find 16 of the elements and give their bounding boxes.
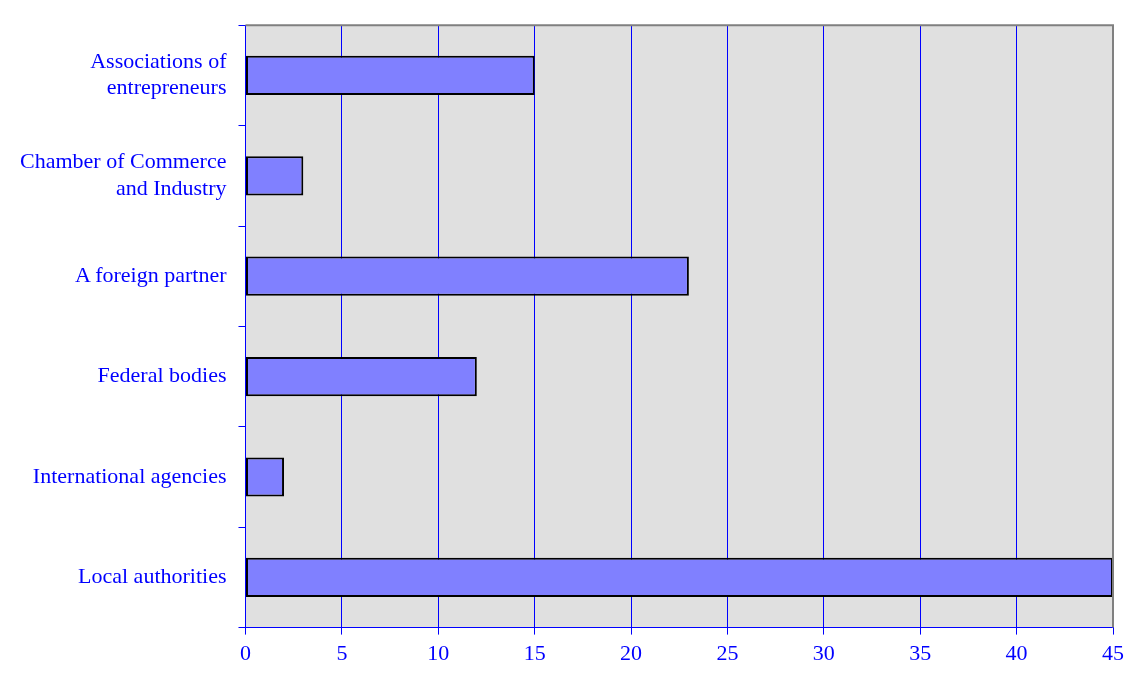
x-tick-label: 25 — [716, 639, 739, 665]
y-tick-label: Associations of entrepreneurs — [90, 47, 228, 100]
y-tick-label: Local authorities — [78, 563, 227, 589]
y-tick-label: Federal bodies — [97, 362, 227, 388]
y-tick-label: International agencies — [32, 462, 227, 488]
x-tick-label: 10 — [427, 639, 450, 665]
x-tick-label: 35 — [909, 639, 932, 665]
x-tick-label: 30 — [812, 639, 835, 665]
x-tick-label: 40 — [1005, 639, 1028, 665]
x-tick-label: 45 — [1102, 639, 1124, 665]
x-tick-label: 15 — [523, 639, 546, 665]
y-tick-label: A foreign partner — [74, 261, 228, 287]
x-tick-label: 0 — [239, 639, 251, 665]
x-tick-label: 20 — [620, 639, 643, 665]
y-tick-label: Chamber of Commerce and Industry — [19, 148, 227, 200]
x-tick-label: 5 — [336, 639, 348, 665]
